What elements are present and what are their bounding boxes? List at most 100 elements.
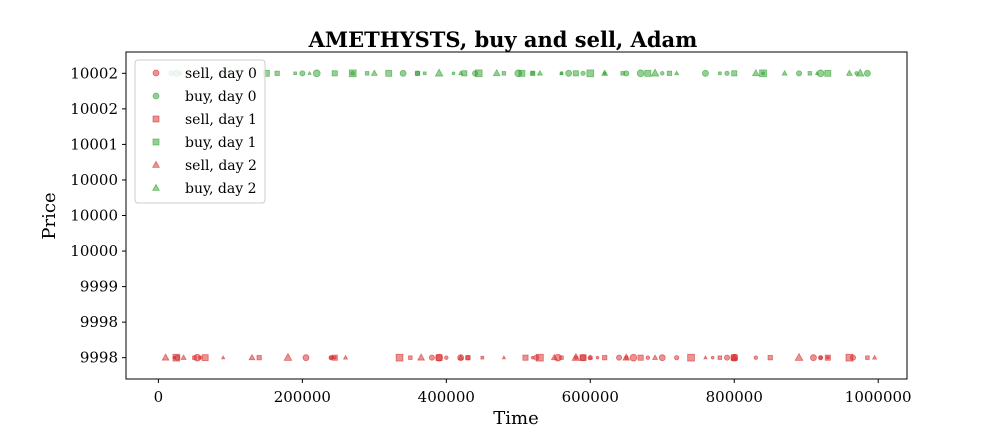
data-point: [702, 69, 709, 77]
data-point: [601, 69, 609, 76]
x-axis-label: Time: [493, 408, 538, 429]
data-point: [586, 69, 595, 78]
data-point: [572, 70, 579, 77]
data-point: [220, 355, 226, 360]
legend-entry-label: buy, day 0: [185, 89, 257, 105]
x-tick-label: 400000: [418, 388, 475, 406]
x-tick-label: 200000: [274, 388, 331, 406]
data-point: [644, 69, 652, 77]
y-tick-label: 10000: [70, 242, 118, 260]
legend-marker: [152, 92, 160, 100]
legend-marker: [152, 69, 160, 77]
data-point: [474, 69, 483, 78]
legend-marker: [152, 183, 160, 191]
data-point: [417, 353, 426, 361]
data-point: [794, 352, 804, 361]
data-point: [717, 355, 723, 360]
y-tick-label: 9999: [80, 278, 118, 296]
data-point: [824, 69, 832, 77]
data-point: [845, 353, 854, 362]
y-tick-label: 9998: [80, 349, 118, 367]
y-tick-label: 9998: [80, 313, 118, 331]
data-point: [751, 68, 760, 77]
data-point: [871, 354, 878, 360]
data-point: [530, 70, 536, 76]
data-point: [855, 68, 865, 77]
data-point: [492, 68, 501, 77]
data-point: [810, 354, 817, 362]
data-point: [201, 354, 209, 362]
y-tick-label: 10002: [70, 64, 118, 82]
data-point: [274, 70, 280, 76]
data-point: [395, 353, 404, 362]
x-tick-label: 600000: [562, 388, 619, 406]
data-point: [579, 354, 587, 362]
data-point: [559, 355, 564, 360]
data-point: [718, 71, 722, 76]
data-point: [724, 70, 730, 76]
legend-entry-label: sell, day 2: [185, 158, 257, 174]
data-point: [283, 352, 293, 361]
data-point: [457, 354, 464, 360]
data-point: [248, 353, 256, 361]
legend-marker: [152, 115, 160, 123]
data-point: [172, 353, 181, 362]
data-point: [730, 353, 738, 361]
data-point: [302, 354, 310, 362]
chart-title: AMETHYSTS, buy and sell, Adam: [308, 27, 698, 52]
data-point: [622, 353, 631, 361]
data-point: [595, 355, 600, 360]
data-point: [331, 70, 338, 77]
data-point: [370, 69, 378, 76]
data-point: [796, 70, 803, 77]
data-point: [312, 69, 321, 78]
data-point: [559, 70, 564, 75]
data-point: [660, 71, 665, 76]
data-point: [428, 354, 435, 361]
legend-frame: [134, 59, 266, 204]
x-tick-label: 800000: [706, 388, 763, 406]
data-point: [824, 354, 831, 361]
legend-entry-label: sell, day 1: [185, 112, 257, 128]
legend-entry-label: sell, day 0: [185, 66, 257, 82]
data-point: [565, 69, 573, 77]
legend-marker: [152, 138, 160, 146]
y-tick-label: 10000: [70, 207, 118, 225]
data-point: [256, 355, 262, 361]
data-point: [818, 355, 823, 360]
data-point: [480, 355, 485, 360]
data-point: [658, 354, 666, 362]
data-point: [180, 354, 187, 360]
data-point: [781, 69, 788, 76]
data-point: [299, 70, 306, 77]
data-point: [465, 355, 471, 361]
data-point: [724, 354, 731, 361]
y-axis-ticks: 9998 9998 9999 10000 10000 10000 10001 10002 100…: [70, 64, 126, 367]
data-point: [865, 355, 870, 360]
data-point: [422, 71, 427, 76]
data-point: [399, 69, 407, 77]
data-point: [602, 355, 608, 361]
data-point: [434, 68, 444, 77]
data-point: [629, 353, 638, 362]
data-point: [587, 354, 593, 360]
data-point: [501, 355, 507, 360]
data-point: [414, 70, 421, 76]
data-point: [845, 69, 853, 76]
data-point: [620, 71, 625, 76]
data-point: [674, 355, 680, 361]
data-point: [348, 69, 357, 78]
data-point: [550, 353, 558, 361]
data-point: [753, 355, 759, 360]
legend-marker: [152, 160, 160, 168]
data-point: [674, 70, 680, 76]
data-point: [385, 69, 393, 77]
data-point: [703, 355, 708, 360]
data-point: [616, 354, 623, 361]
data-point: [651, 354, 659, 360]
data-point: [444, 355, 449, 360]
data-point: [731, 70, 738, 77]
data-point: [814, 70, 820, 75]
data-point: [364, 71, 370, 76]
